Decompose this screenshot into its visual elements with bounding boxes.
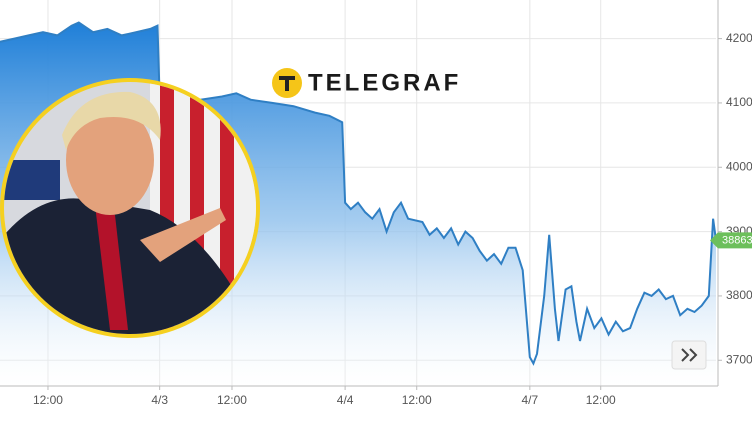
x-tick-label: 12:00 [586,393,616,407]
logo: TELEGRAF [272,68,461,98]
flag-blue [4,160,60,200]
hair [62,91,161,150]
tie [95,205,128,330]
y-tick-label: 42000 [726,31,752,45]
logo-icon-stem [285,80,289,91]
button-icon[interactable] [681,348,698,362]
suit [4,198,256,334]
x-tick-label: 12:00 [217,393,247,407]
x-tick-label: 4/7 [521,393,538,407]
last-value-label: 38863 [722,234,752,246]
x-tick-label: 4/3 [151,393,168,407]
flag-stripe [220,82,234,334]
last-value-tag [710,232,752,249]
face [66,105,154,215]
scroll-button[interactable] [671,340,707,370]
logo-icon-bar [279,76,295,80]
x-tick-label: 4/4 [337,393,354,407]
x-tick-label: 12:00 [33,393,63,407]
logo-text: TELEGRAF [308,69,461,96]
photo [0,78,260,338]
y-tick-label: 41000 [726,95,752,109]
y-tick-label: 40000 [726,159,752,173]
x-tick-label: 12:00 [402,393,432,407]
hand [140,208,226,262]
y-tick-label: 37000 [726,352,752,366]
y-tick-label: 38000 [726,288,752,302]
